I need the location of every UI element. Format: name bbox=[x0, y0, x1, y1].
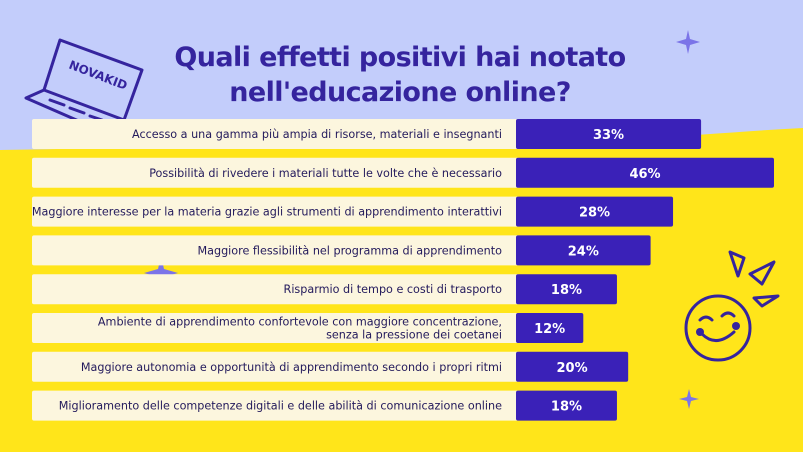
category-label-line: Maggiore autonomia e opportunità di appr… bbox=[81, 361, 502, 374]
category-label-box bbox=[32, 274, 520, 305]
chart-row: Maggiore interesse per la materia grazie… bbox=[32, 196, 674, 227]
bar bbox=[516, 157, 774, 188]
value-label: 18% bbox=[551, 283, 582, 298]
chart-row: Miglioramento delle competenze digitali … bbox=[32, 390, 617, 421]
value-label: 18% bbox=[551, 400, 582, 415]
category-label-line: Possibilità di rivedere i materiali tutt… bbox=[149, 167, 502, 180]
category-label-box bbox=[32, 351, 520, 382]
bar bbox=[516, 235, 651, 266]
category-label-box bbox=[32, 119, 520, 149]
title-line-1: Quali effetti positivi hai notato bbox=[174, 42, 626, 74]
chart-row: Accesso a una gamma più ampia di risorse… bbox=[32, 119, 702, 149]
chart-row: Risparmio di tempo e costi di trasporto 1… bbox=[32, 274, 617, 305]
category-label-box bbox=[32, 313, 520, 343]
bar bbox=[516, 196, 674, 227]
category-label: Maggiore flessibilità nel programma di a… bbox=[197, 244, 502, 257]
category-label-line: Maggiore interesse per la materia grazie… bbox=[32, 206, 502, 219]
chart-row: Maggiore flessibilità nel programma di a… bbox=[32, 235, 651, 266]
category-label-box bbox=[32, 196, 520, 227]
sparkle-icon bbox=[676, 30, 700, 54]
category-label-line: Miglioramento delle competenze digitali … bbox=[59, 400, 502, 413]
category-label: Risparmio di tempo e costi di trasporto bbox=[284, 283, 503, 296]
category-label-line: Ambiente di apprendimento confortevole c… bbox=[98, 316, 502, 329]
value-label: 24% bbox=[568, 244, 599, 259]
sparkle-icon bbox=[144, 256, 178, 290]
category-label-box bbox=[32, 157, 520, 188]
category-label: Maggiore autonomia e opportunità di appr… bbox=[81, 361, 502, 374]
bar bbox=[516, 313, 584, 343]
chart-row: Possibilità di rivedere i materiali tutt… bbox=[32, 157, 774, 188]
chart-row: Ambiente di apprendimento confortevole c… bbox=[32, 313, 584, 343]
value-label: 28% bbox=[579, 206, 610, 221]
value-label: 33% bbox=[593, 128, 624, 143]
category-label: Accesso a una gamma più ampia di risorse… bbox=[132, 128, 502, 141]
category-label-line: senza la pressione dei coetanei bbox=[326, 329, 502, 342]
value-label: 20% bbox=[557, 361, 588, 376]
smiley-face-icon bbox=[684, 250, 780, 362]
category-label: Ambiente di apprendimento confortevole c… bbox=[98, 316, 502, 342]
category-label-line: Accesso a una gamma più ampia di risorse… bbox=[132, 128, 502, 141]
page-title: Quali effetti positivi hai notato nell'e… bbox=[150, 40, 650, 110]
category-label-box bbox=[32, 235, 520, 266]
bar bbox=[516, 119, 702, 149]
category-label-line: Maggiore flessibilità nel programma di a… bbox=[197, 244, 502, 257]
sparkle-icon bbox=[679, 389, 699, 409]
bar bbox=[516, 274, 617, 305]
value-label: 12% bbox=[534, 322, 565, 337]
category-label-line: Risparmio di tempo e costi di trasporto bbox=[284, 283, 503, 296]
category-label: Possibilità di rivedere i materiali tutt… bbox=[149, 167, 502, 180]
value-label: 46% bbox=[629, 167, 660, 182]
category-label: Miglioramento delle competenze digitali … bbox=[59, 400, 502, 413]
bar bbox=[516, 351, 629, 382]
bar bbox=[516, 390, 617, 421]
category-label-box bbox=[32, 390, 520, 421]
title-line-2: nell'educazione online? bbox=[229, 77, 571, 109]
category-label: Maggiore interesse per la materia grazie… bbox=[32, 206, 502, 219]
chart-row: Maggiore autonomia e opportunità di appr… bbox=[32, 351, 629, 382]
